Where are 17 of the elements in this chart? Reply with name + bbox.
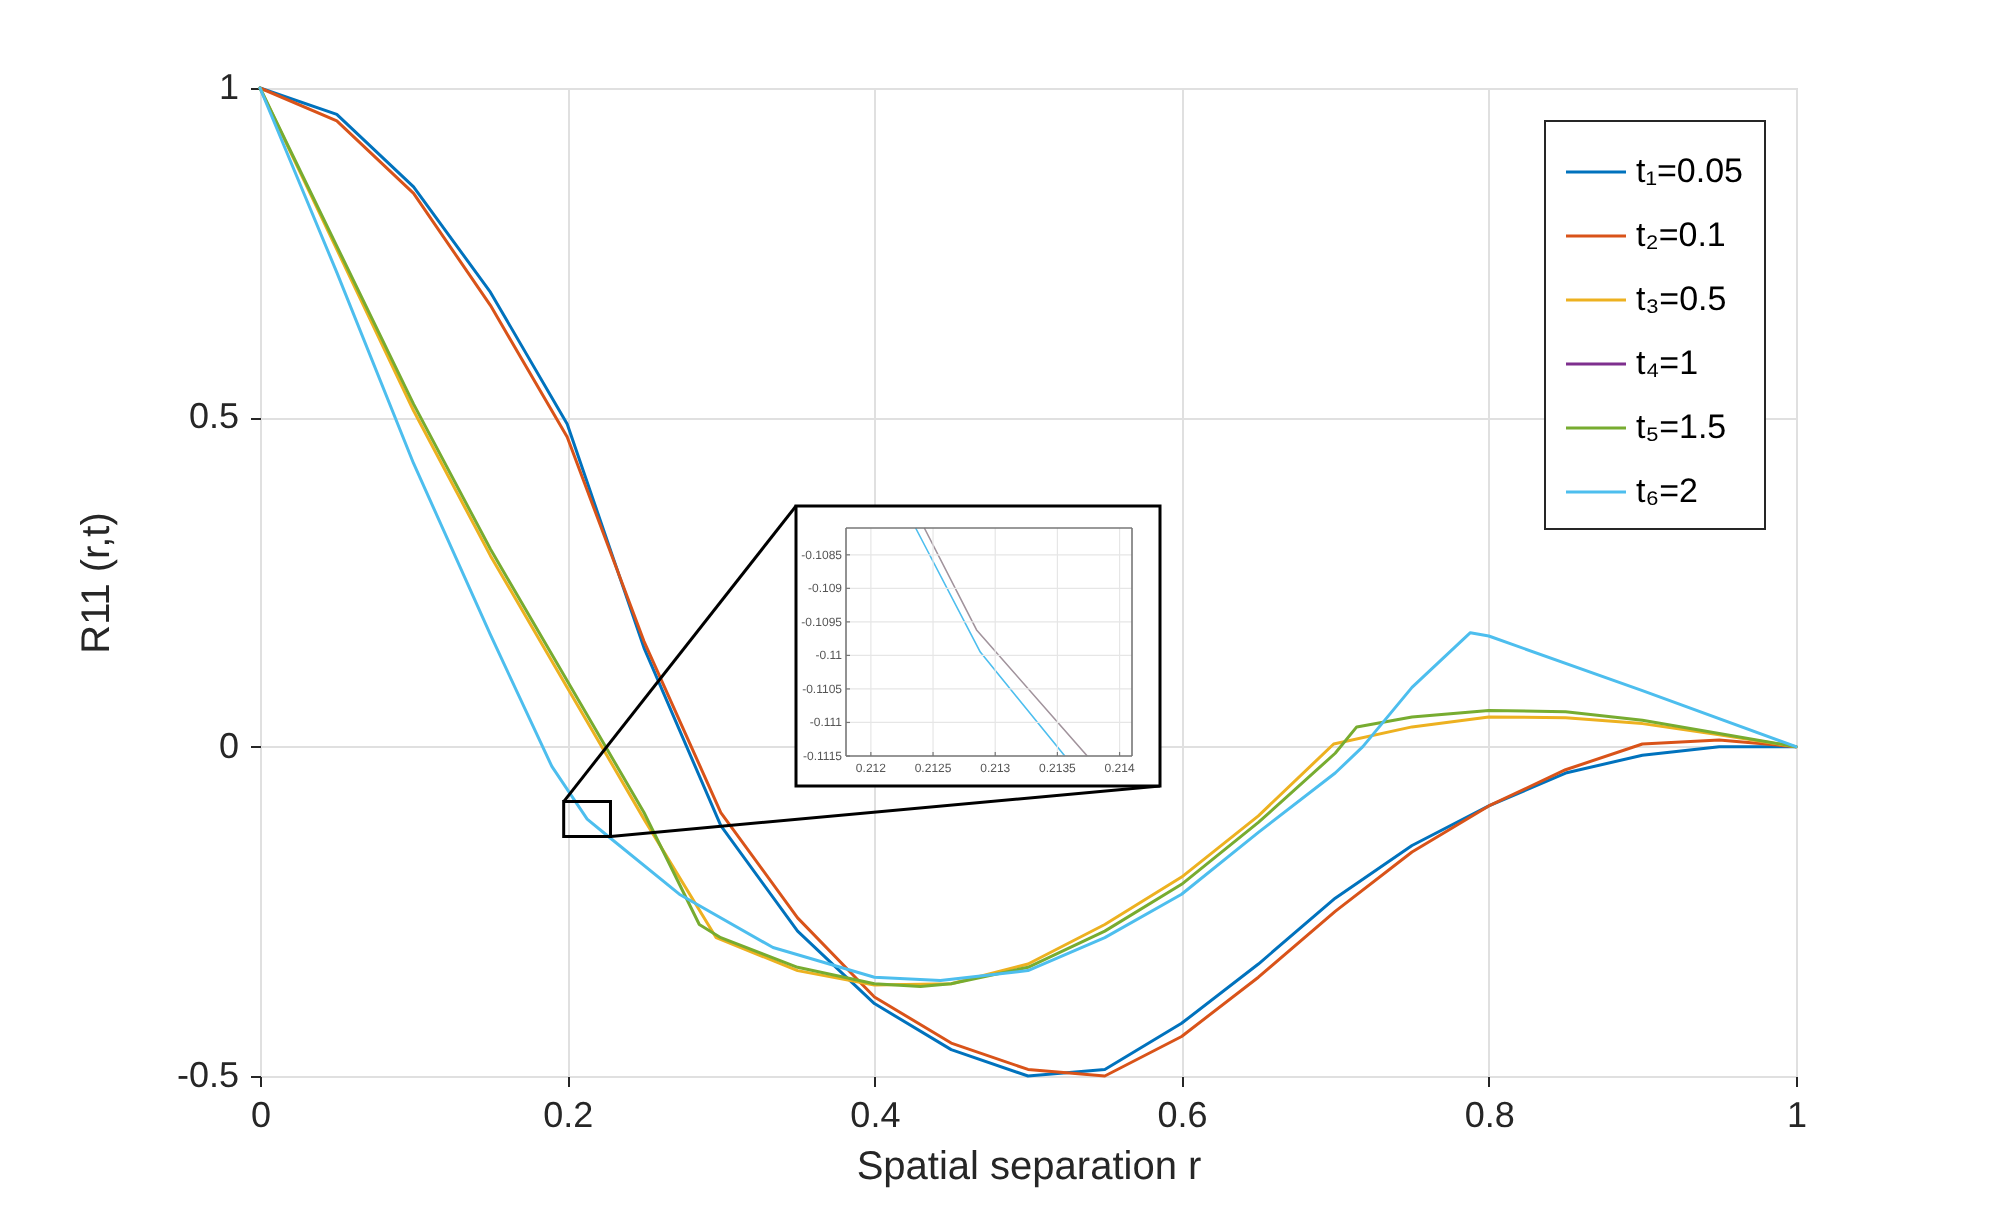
legend-label: t₆=2 bbox=[1636, 472, 1698, 510]
legend-label: t₂=0.1 bbox=[1636, 216, 1726, 254]
legend-label: t₄=1 bbox=[1636, 344, 1699, 382]
x-axis-title: Spatial separation r bbox=[856, 1145, 1202, 1189]
x-tick-label: 0.6 bbox=[1157, 1095, 1208, 1135]
legend-label: t₅=1.5 bbox=[1636, 408, 1727, 446]
y-tick-label: 0.5 bbox=[188, 396, 239, 437]
x-tick-label: 0.2 bbox=[543, 1095, 594, 1135]
x-tick-label: 1 bbox=[1786, 1095, 1808, 1135]
legend-label: t₁=0.05 bbox=[1636, 152, 1743, 190]
y-axis-title: R11 (r,t) bbox=[74, 512, 119, 654]
x-tick-label: 0 bbox=[250, 1095, 272, 1135]
legend-label: t₃=0.5 bbox=[1636, 280, 1727, 318]
x-tick-label: 0.4 bbox=[850, 1095, 901, 1135]
y-tick-label: 1 bbox=[218, 67, 239, 107]
y-tick-label: -0.5 bbox=[176, 1055, 239, 1095]
x-tick-label: 0.8 bbox=[1464, 1095, 1515, 1135]
